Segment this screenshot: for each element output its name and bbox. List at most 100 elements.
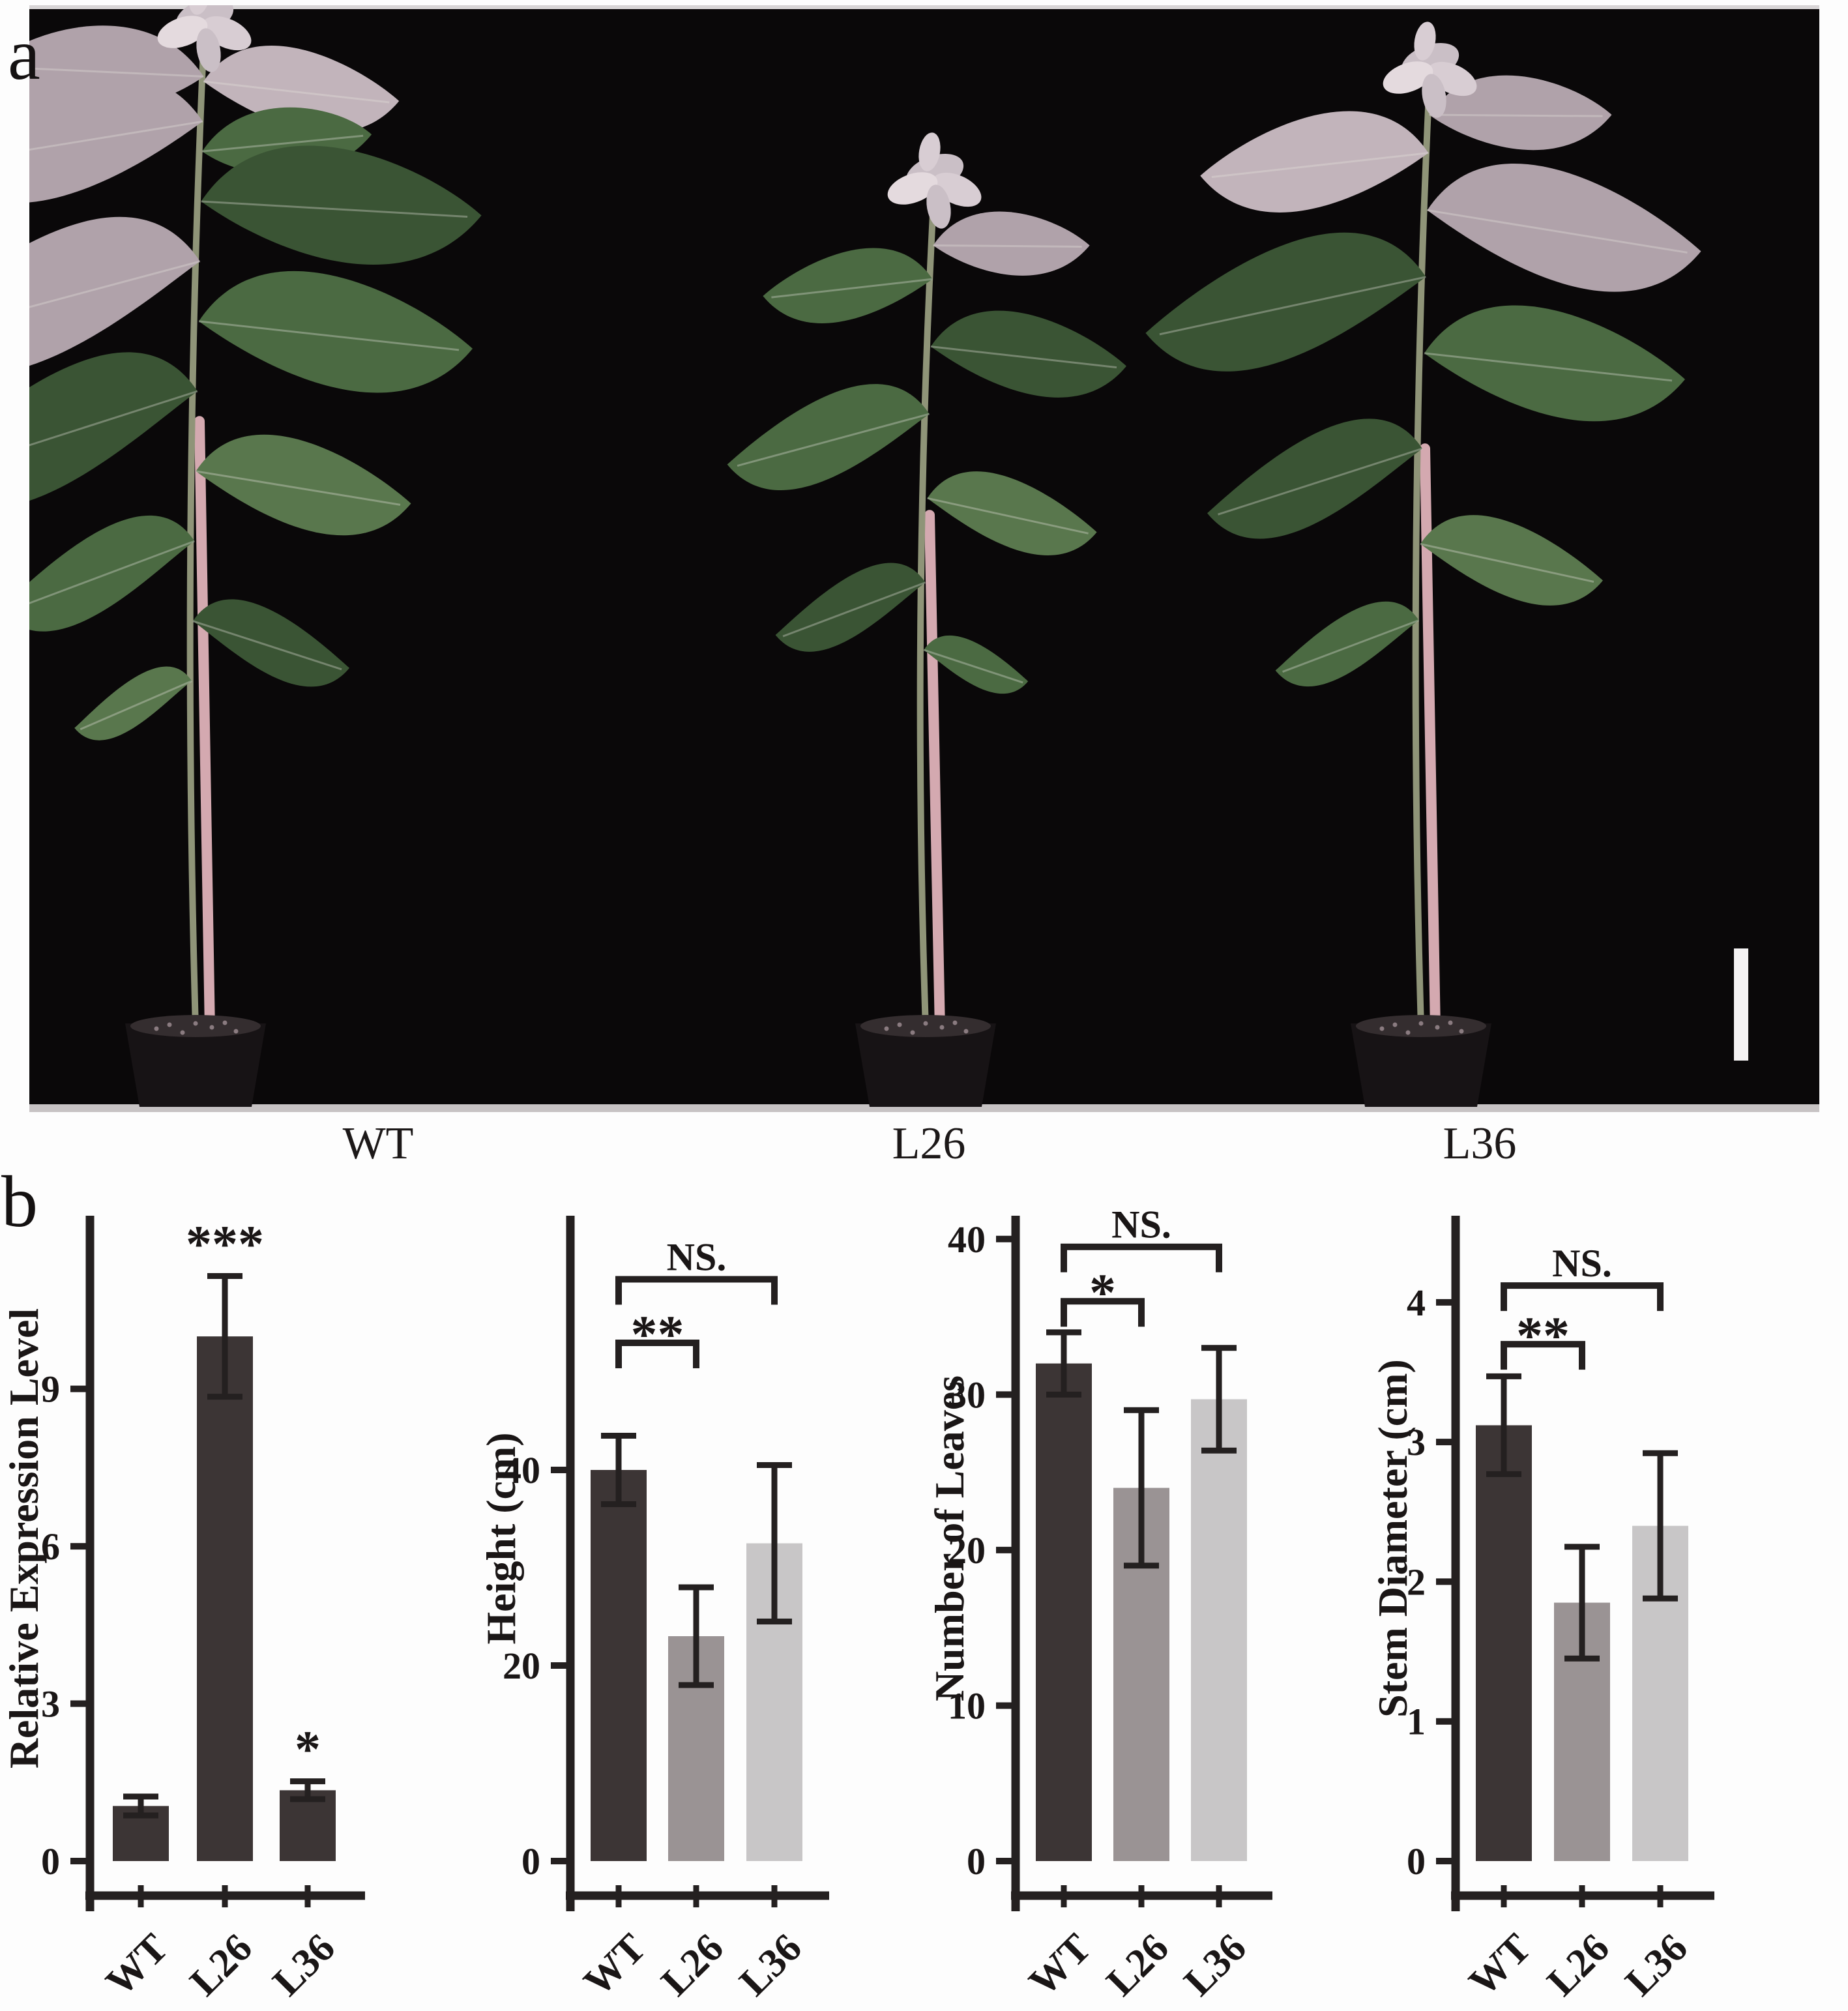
plant-leaf <box>29 516 195 632</box>
leaf-midrib <box>1427 209 1688 254</box>
plant-leaf <box>203 45 400 133</box>
significance-stars: * <box>295 1722 321 1779</box>
leaf-midrib <box>1282 619 1420 673</box>
x-category-label-L26: L26 <box>1539 1926 1618 2004</box>
plant-WT <box>29 5 482 1107</box>
plant-leaf <box>1145 232 1426 372</box>
bar-L36 <box>1191 1399 1247 1861</box>
plant-L26 <box>727 132 1126 1107</box>
plant-stem <box>1412 64 1433 1031</box>
plant-leaf <box>193 599 349 687</box>
y-tick-label: 40 <box>948 1218 986 1261</box>
plant-pot <box>1351 1023 1491 1107</box>
significance-bracket <box>615 1340 699 1368</box>
y-tick-label: 0 <box>1407 1840 1426 1883</box>
x-category-label-WT: WT <box>98 1926 177 2004</box>
cluster-leaflet <box>196 28 221 72</box>
leaf-midrib <box>1211 152 1429 179</box>
y-axis-label: Number of Leaves <box>926 1375 973 1701</box>
plant-leaf <box>201 145 482 265</box>
plant-leaf <box>199 271 473 393</box>
cluster-leaflet <box>918 132 941 171</box>
soil-speckle <box>193 1021 198 1026</box>
panel-b-label: b <box>1 1162 38 1242</box>
plant-leaf <box>29 352 198 501</box>
leaf-midrib <box>1424 352 1673 382</box>
apical-cluster <box>887 132 982 229</box>
bar-L26 <box>197 1336 253 1861</box>
plant-leaf <box>933 211 1090 276</box>
apical-cluster <box>1383 22 1477 118</box>
pot-soil <box>130 1015 261 1037</box>
x-category-label-L36: L36 <box>731 1926 810 2004</box>
leaf-midrib <box>29 67 204 78</box>
soil-speckle <box>1459 1029 1464 1034</box>
plant-leaf <box>727 384 930 491</box>
soil-speckle <box>1448 1020 1453 1025</box>
plant-leaf <box>1427 164 1701 292</box>
x-category-label-L26: L26 <box>653 1926 732 2004</box>
bar-WT <box>1036 1363 1092 1861</box>
soil-speckle <box>952 1020 958 1025</box>
cluster-leaflet <box>887 172 938 205</box>
plant-leaf <box>1207 418 1422 539</box>
soil-speckle <box>1379 1026 1385 1031</box>
support-stake <box>194 416 215 1035</box>
soil-speckle <box>884 1026 889 1031</box>
significance-stars: *** <box>186 1216 264 1274</box>
plant-leaf <box>763 248 933 323</box>
x-category-label-L36: L36 <box>1176 1926 1255 2004</box>
plant-pot <box>125 1023 266 1107</box>
y-tick-label: 0 <box>521 1840 540 1883</box>
y-tick-label: 20 <box>948 1529 986 1572</box>
significance-label: NS. <box>1552 1242 1612 1285</box>
leaf-midrib <box>923 649 1023 684</box>
x-category-label-WT: WT <box>1461 1926 1540 2004</box>
leaf-midrib <box>29 540 195 604</box>
soil-speckle <box>939 1025 945 1030</box>
x-category-label-L26: L26 <box>182 1926 261 2004</box>
x-category-label-WT: WT <box>576 1926 654 2004</box>
y-tick-label: 20 <box>503 1645 540 1687</box>
plant-leaf <box>74 666 192 741</box>
cluster-leaflet <box>1383 61 1433 94</box>
leaf-midrib <box>201 200 468 218</box>
plant-leaf <box>1429 75 1612 151</box>
soil-speckle <box>1435 1025 1440 1030</box>
x-category-label-L36: L36 <box>265 1926 344 2004</box>
plant-pot <box>855 1023 996 1107</box>
plant-L36 <box>1145 22 1701 1107</box>
soil-speckle <box>209 1025 214 1030</box>
y-tick-label: 30 <box>948 1373 986 1416</box>
soil-speckle <box>222 1020 227 1025</box>
y-axis-label: Relative Expression Level <box>1 1308 47 1769</box>
significance-label: NS. <box>1111 1203 1171 1246</box>
panel-a-label: a <box>8 14 40 95</box>
y-tick-label: 4 <box>1407 1282 1426 1324</box>
y-tick-label: 40 <box>503 1449 540 1491</box>
leaf-midrib <box>201 134 364 153</box>
y-tick-label: 6 <box>41 1525 60 1568</box>
leaf-midrib <box>1429 113 1603 117</box>
soil-speckle <box>1392 1022 1398 1027</box>
scale-bar <box>1734 948 1748 1061</box>
x-category-label-WT: WT <box>1021 1926 1100 2004</box>
support-stake <box>924 510 945 1035</box>
plants-photo-panel <box>29 5 1819 1112</box>
leaf-midrib <box>737 413 930 467</box>
significance-label: NS. <box>667 1236 727 1279</box>
plant-leaf <box>29 74 203 203</box>
significance-bracket <box>1061 1243 1222 1272</box>
leaf-midrib <box>196 470 401 506</box>
bar-WT <box>591 1470 647 1861</box>
leaf-midrib <box>771 278 933 299</box>
y-tick-label: 0 <box>967 1840 986 1883</box>
significance-bracket <box>1501 1282 1664 1312</box>
plant-leaf <box>931 310 1126 398</box>
cluster-leaflet <box>926 184 951 229</box>
y-tick-label: 3 <box>41 1683 60 1725</box>
